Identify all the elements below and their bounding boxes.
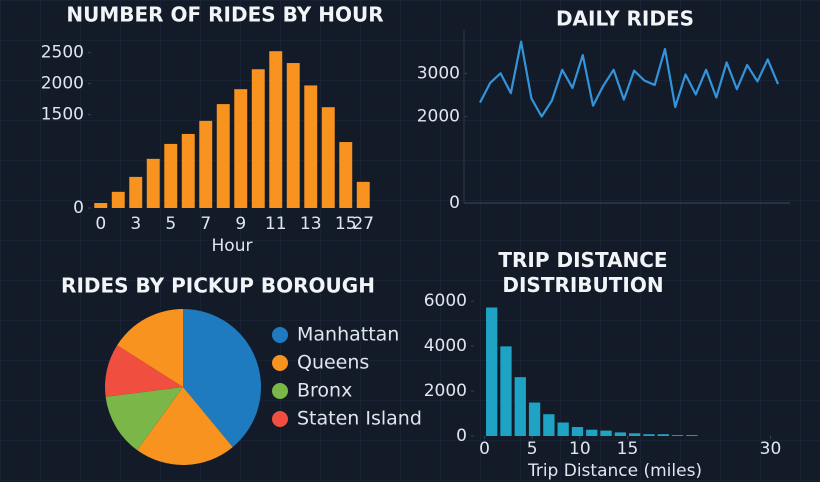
legend-label: Bronx bbox=[297, 380, 352, 402]
chart-title: DAILY RIDES bbox=[556, 7, 694, 31]
legend-label: Staten Island bbox=[297, 408, 422, 430]
x-tick-label: 3 bbox=[130, 214, 141, 234]
pie-slice bbox=[137, 387, 233, 465]
bar bbox=[216, 104, 230, 208]
x-tick-label: 7 bbox=[200, 214, 211, 234]
y-tick-label: 3000 bbox=[417, 63, 460, 83]
bar bbox=[339, 142, 353, 208]
pie-slice bbox=[117, 309, 183, 387]
x-tick-label: 10 bbox=[569, 439, 591, 459]
histogram-bar bbox=[686, 435, 698, 436]
histogram-bar bbox=[600, 430, 612, 436]
bar bbox=[129, 176, 143, 208]
y-tick-label: 1500 bbox=[41, 105, 84, 125]
bar bbox=[304, 85, 318, 208]
histogram-bar bbox=[629, 433, 641, 436]
bar bbox=[94, 203, 108, 208]
y-tick-label: 2000 bbox=[424, 381, 467, 401]
bar bbox=[286, 63, 300, 209]
histogram-bar bbox=[643, 434, 655, 436]
x-tick-label: 9 bbox=[235, 214, 246, 234]
chart-title: RIDES BY PICKUP BOROUGH bbox=[61, 274, 375, 298]
y-tick-label: 4000 bbox=[424, 336, 467, 356]
legend-label: Queens bbox=[297, 352, 369, 374]
bar bbox=[199, 120, 213, 208]
bar bbox=[164, 143, 178, 208]
histogram-bar bbox=[614, 432, 626, 436]
pie-slice bbox=[105, 387, 183, 451]
histogram-bar bbox=[486, 307, 498, 436]
histogram-bar bbox=[528, 402, 541, 436]
bar bbox=[269, 51, 283, 209]
pie-slice bbox=[183, 309, 261, 448]
x-tick-label: 13 bbox=[300, 214, 322, 234]
y-tick-label: 6000 bbox=[424, 291, 467, 311]
y-tick-label: 0 bbox=[456, 426, 467, 446]
bar bbox=[234, 89, 248, 208]
y-tick-label: 2000 bbox=[417, 107, 460, 127]
x-tick-label: 11 bbox=[265, 214, 287, 234]
x-tick-label: 27 bbox=[352, 214, 374, 234]
x-tick-label: 5 bbox=[527, 439, 538, 459]
legend-swatch bbox=[272, 383, 288, 399]
histogram-bar bbox=[543, 414, 555, 436]
x-tick-label: 15 bbox=[617, 439, 639, 459]
x-axis-label: Trip Distance (miles) bbox=[527, 461, 702, 481]
x-axis-label: Hour bbox=[212, 236, 253, 256]
legend-label: Manhattan bbox=[297, 324, 399, 346]
chart-title: NUMBER OF RIDES BY HOUR bbox=[66, 3, 383, 27]
pie-slice bbox=[104, 345, 183, 397]
bar bbox=[356, 181, 370, 208]
x-tick-label: 30 bbox=[760, 439, 782, 459]
legend-swatch bbox=[272, 355, 288, 371]
histogram-bar bbox=[557, 422, 569, 436]
bar bbox=[181, 133, 195, 208]
x-tick-label: 0 bbox=[95, 214, 106, 234]
y-tick-label: 2000 bbox=[41, 74, 84, 94]
y-tick-label: 0 bbox=[449, 193, 460, 213]
legend-swatch bbox=[272, 411, 288, 427]
chart-title: TRIP DISTANCE DISTRIBUTION bbox=[498, 248, 667, 297]
histogram-bar bbox=[586, 429, 598, 436]
x-tick-label: 5 bbox=[165, 214, 176, 234]
bar bbox=[251, 69, 265, 208]
x-tick-label: 0 bbox=[479, 439, 490, 459]
bar bbox=[146, 158, 160, 208]
x-tick-label: 15 bbox=[335, 214, 357, 234]
histogram-bar bbox=[657, 434, 669, 436]
bar bbox=[321, 107, 335, 208]
y-tick-label: 2500 bbox=[41, 42, 84, 62]
histogram-bar bbox=[571, 427, 584, 436]
line-series bbox=[479, 40, 780, 118]
histogram-bar bbox=[514, 377, 526, 436]
bar bbox=[111, 191, 125, 208]
histogram-bar bbox=[500, 346, 512, 436]
legend-swatch bbox=[272, 327, 288, 343]
histogram-bar bbox=[671, 435, 684, 436]
y-tick-label: 0 bbox=[73, 198, 84, 218]
